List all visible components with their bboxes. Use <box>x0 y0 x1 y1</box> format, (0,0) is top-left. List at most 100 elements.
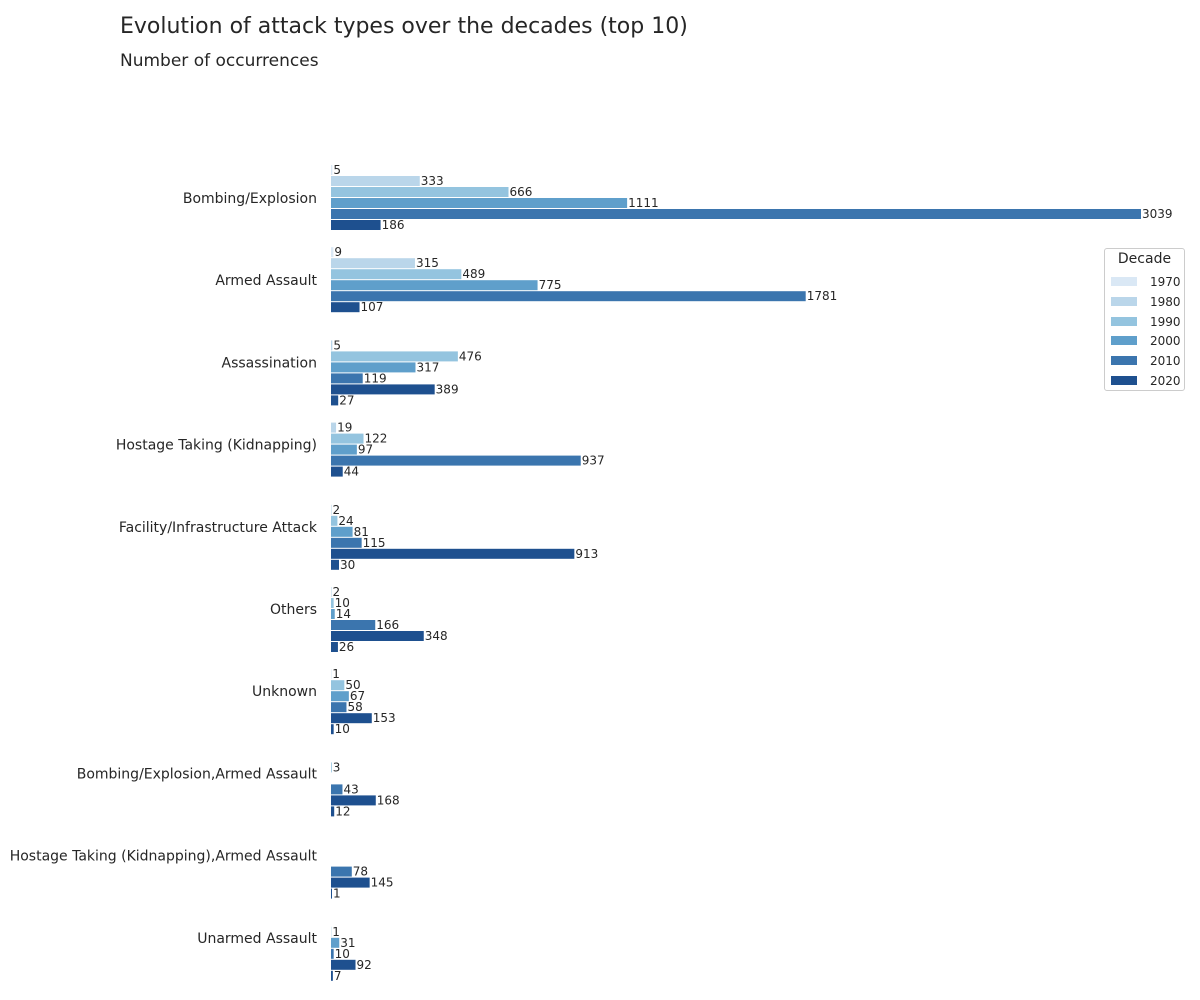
data-label: 119 <box>364 371 387 385</box>
legend-swatch <box>1111 376 1137 385</box>
legend-title: Decade <box>1117 251 1172 267</box>
data-label: 333 <box>421 174 444 188</box>
data-label: 913 <box>575 547 598 561</box>
bar-1990 <box>331 351 458 362</box>
data-label: 389 <box>436 382 459 396</box>
bar-2020 <box>331 713 372 724</box>
bar-2000 <box>331 280 538 291</box>
bar-1990 <box>331 598 334 608</box>
data-label: 50 <box>345 678 360 692</box>
data-label: 24 <box>338 514 353 528</box>
category-label: Assassination <box>222 355 318 371</box>
data-label: 92 <box>357 958 372 972</box>
data-label: 1111 <box>628 196 659 210</box>
bar-2010 <box>331 948 334 959</box>
bar-1990 <box>331 680 345 691</box>
category-label: Armed Assault <box>215 273 317 289</box>
bar-2000 <box>331 444 357 455</box>
bar-2010 <box>331 373 363 384</box>
bar-2020 <box>331 302 360 313</box>
data-label: 489 <box>462 267 485 281</box>
chart-title: Evolution of attack types over the decad… <box>120 14 688 39</box>
bar-2010 <box>331 866 352 877</box>
bar-extra <box>331 559 339 570</box>
bar-2020 <box>331 384 435 395</box>
data-label: 2 <box>333 503 341 517</box>
data-label: 27 <box>339 393 354 407</box>
data-label: 153 <box>373 711 396 725</box>
bar-2010 <box>331 620 376 630</box>
legend: Decade 1970 1980 1990 2000 2010 2020 <box>1104 248 1185 391</box>
data-label: 937 <box>582 454 605 468</box>
data-label: 14 <box>336 607 351 621</box>
bar-extra <box>331 724 334 735</box>
data-label: 348 <box>425 629 448 643</box>
data-label: 115 <box>363 536 386 550</box>
data-label: 775 <box>539 278 562 292</box>
data-label: 317 <box>416 360 439 374</box>
bar-2020 <box>331 548 575 559</box>
data-label: 168 <box>377 793 400 807</box>
legend-swatch <box>1111 277 1137 286</box>
data-label: 1 <box>332 667 340 681</box>
data-label: 19 <box>337 421 352 435</box>
bar-2010 <box>331 291 806 302</box>
data-label: 81 <box>354 525 369 539</box>
bar-extra <box>331 970 333 981</box>
data-label: 1781 <box>807 289 838 303</box>
data-label: 666 <box>510 185 533 199</box>
bar-1980 <box>331 504 332 515</box>
bar-extra <box>331 642 338 652</box>
data-label: 30 <box>340 558 355 572</box>
data-label: 10 <box>335 722 350 736</box>
legend-swatch <box>1111 336 1137 346</box>
bar-1990 <box>331 187 509 197</box>
data-label: 3039 <box>1142 207 1173 221</box>
bar-2000 <box>331 362 416 373</box>
bar-1990 <box>331 515 338 526</box>
bar-1980 <box>331 422 337 433</box>
bar-1970 <box>331 247 334 258</box>
bar-2000 <box>331 526 353 537</box>
category-label: Unarmed Assault <box>197 931 317 947</box>
bar-2010 <box>331 702 347 713</box>
bar-2010 <box>331 209 1141 219</box>
bar-2000 <box>331 198 628 208</box>
bar-2020 <box>331 220 381 230</box>
bar-extra <box>331 395 339 406</box>
data-label: 107 <box>361 300 384 314</box>
data-label: 1 <box>332 925 340 939</box>
bar-extra <box>331 806 335 817</box>
data-label: 476 <box>459 349 482 363</box>
data-label: 67 <box>350 689 365 703</box>
legend-label: 1990 <box>1150 314 1181 329</box>
data-label: 5 <box>333 338 341 352</box>
data-label: 78 <box>353 865 368 879</box>
category-label: Others <box>270 602 317 618</box>
bar-1990 <box>331 269 462 280</box>
bar-2010 <box>331 784 343 795</box>
category-label: Facility/Infrastructure Attack <box>119 520 318 536</box>
bar-2000 <box>331 691 349 702</box>
legend-label: 2010 <box>1150 354 1181 369</box>
data-label: 145 <box>371 876 394 890</box>
data-label: 1 <box>333 887 341 901</box>
bar-2000 <box>331 937 340 948</box>
bar-1990 <box>331 762 332 773</box>
data-label: 315 <box>416 256 439 270</box>
category-label: Unknown <box>252 684 317 700</box>
legend-swatch <box>1111 356 1137 366</box>
data-label: 122 <box>365 432 388 446</box>
bar-1990 <box>331 433 364 444</box>
data-label: 186 <box>382 218 405 232</box>
bar-2020 <box>331 959 356 970</box>
bar-1980 <box>331 258 415 269</box>
bar-extra <box>331 888 332 899</box>
bar-1980 <box>331 176 420 186</box>
bar-1970 <box>331 165 333 175</box>
legend-label: 2020 <box>1150 374 1181 388</box>
bar-2020 <box>331 466 343 477</box>
data-label: 7 <box>334 969 342 983</box>
data-label: 43 <box>343 782 358 796</box>
